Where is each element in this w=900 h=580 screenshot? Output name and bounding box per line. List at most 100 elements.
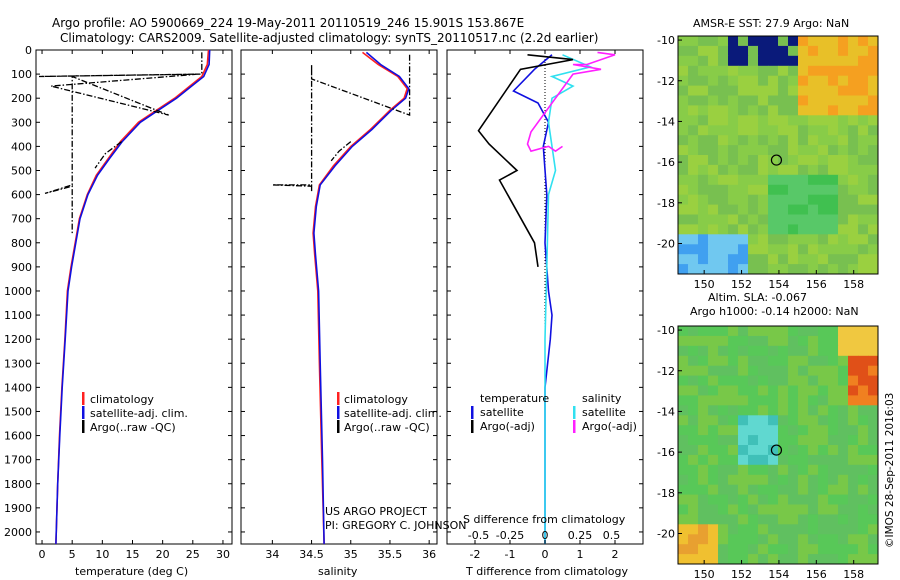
map-cell [768,75,779,87]
legend-s-argo: Argo(-adj) [582,420,637,433]
map-frame [677,325,879,565]
map-cell [808,254,819,265]
map-cell [858,345,869,357]
map-cell [748,494,759,505]
map-cell [798,85,809,96]
map-cell [858,405,869,416]
map-cell [748,326,759,337]
map-cell [748,264,759,275]
map-cell [828,115,839,126]
map-cell [808,164,819,176]
map-cell [838,534,849,545]
map-cell [708,335,719,347]
map-cell [748,355,759,367]
map-cell [868,544,879,555]
map-cell [858,36,869,47]
map-cell [798,36,809,47]
map-cell [728,194,739,206]
depth-axis: 0 100 200 300 400 500 600 700 800 900 1000 1100 1200… [4,44,232,539]
map-cell [678,85,689,96]
map-cell [678,224,689,235]
map-cell [858,494,869,505]
map-cell [678,405,689,416]
map-cell [868,184,879,196]
map-cell [728,214,739,225]
map-cell [818,474,829,486]
map-cell [758,365,769,377]
map-cell [768,385,779,396]
map-cell [758,174,769,186]
map-cell [868,554,879,565]
map-cell [738,224,749,235]
map-cell [698,36,709,47]
map-cell [848,405,859,416]
map-cell [858,204,869,215]
map-cell [678,95,689,106]
map-cell [738,375,749,386]
map-cell [778,534,789,545]
map-cell [798,184,809,196]
map-cell [738,105,749,116]
map-cell [798,204,809,215]
map-cell [758,36,769,47]
map-cell [688,36,699,47]
map-cell [778,45,789,57]
map-cell [748,184,759,196]
map-cell [808,335,819,347]
map-cell [778,385,789,396]
map-cell [798,335,809,347]
map-cell [778,445,789,456]
map-cell [848,504,859,515]
map-frame [677,35,879,275]
series-t-argo [477,54,574,268]
map-cell [818,534,829,545]
map-cell [828,85,839,96]
map-cell [758,264,769,275]
map-cell [788,464,799,476]
map-cell [788,365,799,377]
map-cell [808,214,819,225]
map-cell [868,135,879,146]
map-cell [778,415,789,426]
map-cell [688,254,699,265]
map-cell [858,524,869,535]
y-tick-label: 1300 [4,357,32,370]
map-cell [678,254,689,265]
map-cell [768,254,779,265]
map-cell [768,135,779,146]
map-cell [828,504,839,515]
map-cell [788,95,799,106]
map-cell [678,105,689,116]
title-line2: Climatology: CARS2009. Satellite-adjuste… [60,31,598,45]
map-cell [788,85,799,96]
map-cell [838,145,849,156]
legend-swatch-argo [337,420,340,433]
map-cell [688,335,699,347]
map-cell [808,395,819,406]
sla-map-title2: Argo h1000: -0.14 h2000: NaN [690,305,859,318]
map-cell [868,85,879,96]
difference-legend: temperature satellite Argo(-adj) salinit… [471,392,637,433]
map-cell [828,395,839,406]
map-cell [698,234,709,245]
map-cell [708,395,719,406]
map-cell [808,474,819,486]
map-cell [848,464,859,476]
map-cell [728,45,739,57]
map-cell [848,534,859,545]
map-cell [778,365,789,377]
map-cell [738,45,749,57]
map-x-tick-label: 150 [694,278,715,291]
map-cell [868,95,879,106]
map-cell [688,145,699,156]
map-cell [728,155,739,166]
map-cell [738,534,749,545]
map-cell [708,164,719,176]
map-cell [788,395,799,406]
map-cell [778,174,789,186]
map-cell [728,534,739,545]
map-cell [678,435,689,446]
x-tick-label: 0 [39,548,46,561]
map-cell [848,554,859,565]
map-cell [858,214,869,225]
